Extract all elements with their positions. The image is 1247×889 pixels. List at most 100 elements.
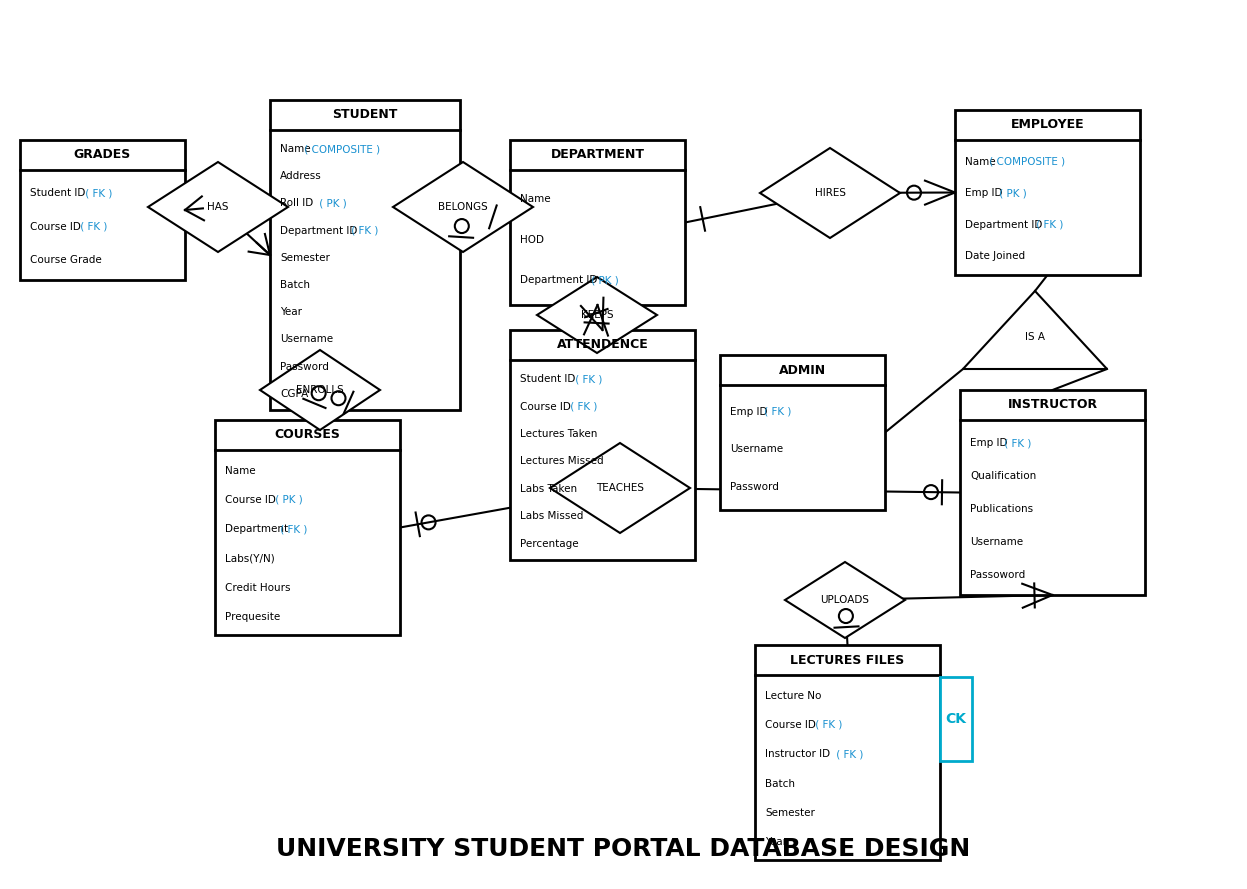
Text: ( FK ): ( FK ) xyxy=(812,720,842,730)
Text: ( COMPOSITE ): ( COMPOSITE ) xyxy=(986,157,1065,167)
Text: ( COMPOSITE ): ( COMPOSITE ) xyxy=(301,144,380,154)
Text: BELONGS: BELONGS xyxy=(438,202,488,212)
Text: ( FK ): ( FK ) xyxy=(761,406,792,417)
Polygon shape xyxy=(148,162,288,252)
Text: Instructor ID: Instructor ID xyxy=(764,749,831,759)
Text: CK: CK xyxy=(945,712,966,726)
Text: ( FK ): ( FK ) xyxy=(277,525,307,534)
Text: Roll ID: Roll ID xyxy=(281,198,313,208)
Text: UPLOADS: UPLOADS xyxy=(821,595,869,605)
Text: Labs(Y/N): Labs(Y/N) xyxy=(224,554,274,564)
Text: COURSES: COURSES xyxy=(274,428,340,442)
Text: ( FK ): ( FK ) xyxy=(833,749,863,759)
Text: TEACHES: TEACHES xyxy=(596,483,643,493)
Text: Name: Name xyxy=(281,144,311,154)
Text: ( PK ): ( PK ) xyxy=(272,495,303,505)
Text: GRADES: GRADES xyxy=(74,148,131,162)
Text: ( PK ): ( PK ) xyxy=(317,198,347,208)
Text: Name: Name xyxy=(520,194,551,204)
Text: Emp ID: Emp ID xyxy=(970,438,1008,448)
Text: ( FK ): ( FK ) xyxy=(567,402,597,412)
Text: Publications: Publications xyxy=(970,504,1033,514)
Text: STUDENT: STUDENT xyxy=(332,108,398,122)
Text: ( FK ): ( FK ) xyxy=(77,221,107,232)
Text: INSTRUCTOR: INSTRUCTOR xyxy=(1008,398,1097,412)
Text: LECTURES FILES: LECTURES FILES xyxy=(791,653,904,667)
Bar xyxy=(20,140,185,280)
Text: IS A: IS A xyxy=(1025,332,1045,341)
Text: Name: Name xyxy=(224,466,256,476)
Text: Semester: Semester xyxy=(281,252,330,263)
Text: Course ID: Course ID xyxy=(224,495,276,505)
Bar xyxy=(960,390,1145,595)
Text: Address: Address xyxy=(281,172,322,181)
Polygon shape xyxy=(537,277,657,353)
Text: Batch: Batch xyxy=(764,779,796,789)
Text: KEEPS: KEEPS xyxy=(581,310,614,320)
Text: Semester: Semester xyxy=(764,808,814,818)
Text: Name: Name xyxy=(965,157,995,167)
Text: ENROLLS: ENROLLS xyxy=(296,385,344,395)
Text: ADMIN: ADMIN xyxy=(779,364,826,377)
Text: Year: Year xyxy=(281,307,302,317)
Text: Student ID: Student ID xyxy=(30,188,85,198)
Text: Course ID: Course ID xyxy=(764,720,816,730)
Text: Date Joined: Date Joined xyxy=(965,252,1025,261)
Text: Passoword: Passoword xyxy=(970,570,1025,581)
Text: Lectures Taken: Lectures Taken xyxy=(520,429,597,439)
Polygon shape xyxy=(759,148,900,238)
Bar xyxy=(214,420,400,635)
Text: ( PK ): ( PK ) xyxy=(996,188,1028,198)
Text: ( FK ): ( FK ) xyxy=(82,188,112,198)
Text: Course ID: Course ID xyxy=(30,221,81,232)
Text: Batch: Batch xyxy=(281,280,311,290)
Text: Year: Year xyxy=(764,837,787,847)
Bar xyxy=(955,110,1140,275)
Text: Qualification: Qualification xyxy=(970,471,1036,481)
Text: Department: Department xyxy=(224,525,288,534)
Text: Lectures Missed: Lectures Missed xyxy=(520,456,604,467)
Text: HOD: HOD xyxy=(520,235,544,244)
Bar xyxy=(754,645,940,860)
Text: Student ID: Student ID xyxy=(520,374,575,384)
Text: Emp ID: Emp ID xyxy=(965,188,1003,198)
Text: ( FK ): ( FK ) xyxy=(1001,438,1031,448)
Text: ( FK ): ( FK ) xyxy=(348,226,378,236)
Text: Percentage: Percentage xyxy=(520,539,579,549)
Bar xyxy=(510,330,695,560)
Text: Department ID: Department ID xyxy=(520,276,597,285)
Text: Labs Missed: Labs Missed xyxy=(520,511,584,521)
Text: UNIVERSITY STUDENT PORTAL DATABASE DESIGN: UNIVERSITY STUDENT PORTAL DATABASE DESIG… xyxy=(277,837,970,861)
Text: HAS: HAS xyxy=(207,202,228,212)
Text: DEPARTMENT: DEPARTMENT xyxy=(550,148,645,162)
Text: CGPA: CGPA xyxy=(281,388,308,398)
Text: Password: Password xyxy=(281,362,329,372)
Polygon shape xyxy=(393,162,532,252)
Text: Username: Username xyxy=(281,334,333,344)
Polygon shape xyxy=(550,443,690,533)
Bar xyxy=(271,100,460,410)
Bar xyxy=(940,677,971,761)
Text: HIRES: HIRES xyxy=(814,188,845,198)
Bar xyxy=(720,355,885,510)
Polygon shape xyxy=(261,350,380,430)
Text: Username: Username xyxy=(970,537,1023,547)
Text: ( PK ): ( PK ) xyxy=(587,276,619,285)
Text: Password: Password xyxy=(729,482,779,493)
Text: ( FK ): ( FK ) xyxy=(572,374,602,384)
Polygon shape xyxy=(963,291,1107,369)
Text: Credit Hours: Credit Hours xyxy=(224,583,291,593)
Text: Lecture No: Lecture No xyxy=(764,691,822,701)
Text: Department ID: Department ID xyxy=(965,220,1042,229)
Text: Labs Taken: Labs Taken xyxy=(520,484,577,493)
Text: Course ID: Course ID xyxy=(520,402,571,412)
Text: ( FK ): ( FK ) xyxy=(1033,220,1062,229)
Text: Username: Username xyxy=(729,444,783,454)
Text: ATTENDENCE: ATTENDENCE xyxy=(556,339,648,351)
Text: Emp ID: Emp ID xyxy=(729,406,767,417)
Text: Prequesite: Prequesite xyxy=(224,613,281,622)
Text: Department ID: Department ID xyxy=(281,226,358,236)
Bar xyxy=(510,140,685,305)
Text: Course Grade: Course Grade xyxy=(30,255,102,265)
Polygon shape xyxy=(786,562,905,638)
